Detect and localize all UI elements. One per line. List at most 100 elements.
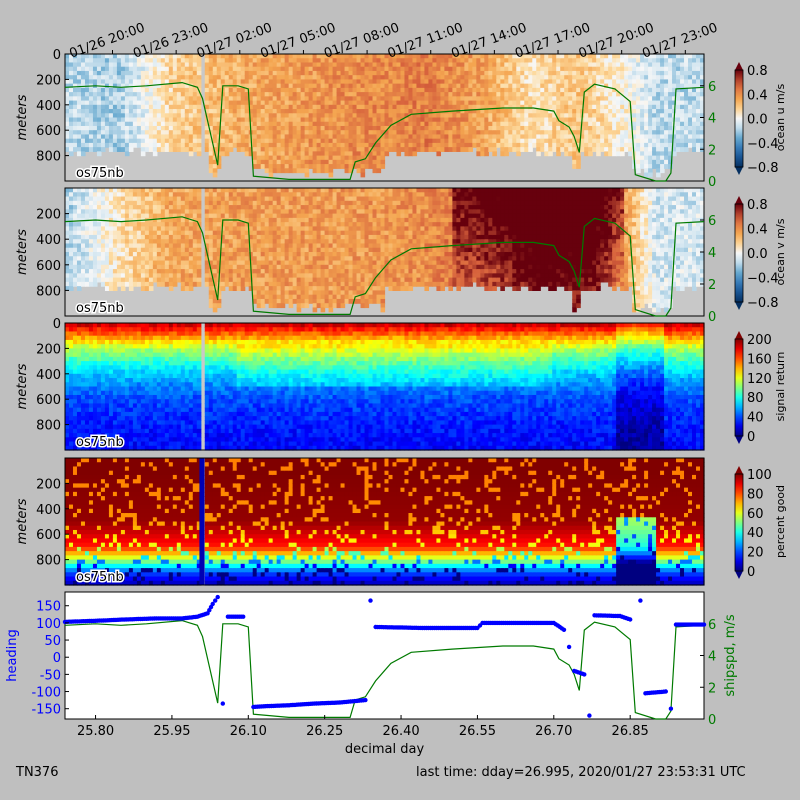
heat-cell	[592, 130, 597, 135]
heat-cell	[105, 130, 110, 135]
heat-cell	[612, 79, 617, 84]
heat-cell	[253, 143, 258, 148]
heat-cell	[365, 96, 370, 101]
heat-cell	[265, 101, 270, 106]
heat-cell	[69, 92, 74, 97]
heat-cell	[680, 96, 685, 101]
heat-cell	[109, 139, 114, 144]
heat-cell	[65, 71, 70, 76]
heat-cell	[317, 84, 322, 89]
heat-cell	[640, 96, 645, 101]
heat-cell	[185, 201, 190, 206]
heat-cell	[209, 303, 214, 308]
heat-cell	[101, 209, 106, 214]
heat-cell	[568, 71, 573, 76]
heat-cell	[241, 143, 246, 148]
heat-cell	[93, 143, 98, 148]
heat-cell	[141, 75, 146, 80]
heat-cell	[97, 96, 102, 101]
heat-cell	[504, 101, 509, 106]
heat-cell	[688, 130, 693, 135]
heat-cell	[73, 265, 78, 270]
heat-cell	[69, 130, 74, 135]
heat-cell	[209, 79, 214, 84]
heat-cell	[512, 139, 517, 144]
heat-cell	[564, 143, 569, 148]
heat-cell	[205, 192, 210, 197]
heat-cell	[652, 139, 657, 144]
heat-cell	[141, 147, 146, 152]
heat-cell	[684, 58, 689, 63]
heat-cell	[81, 101, 86, 106]
heat-cell	[404, 147, 409, 152]
heat-cell	[169, 67, 174, 72]
heat-cell	[109, 147, 114, 152]
heat-cell	[520, 113, 525, 118]
heat-cell	[281, 67, 286, 72]
heat-cell	[484, 92, 489, 97]
heat-cell	[317, 71, 322, 76]
heat-cell	[640, 164, 645, 169]
heat-cell	[313, 130, 318, 135]
heat-cell	[648, 168, 653, 173]
heat-cell	[568, 147, 573, 152]
heat-cell	[680, 105, 685, 110]
heat-cell	[444, 130, 449, 135]
heat-cell	[137, 197, 142, 202]
heat-cell	[109, 209, 114, 214]
heat-cell	[540, 96, 545, 101]
heat-cell	[121, 96, 126, 101]
heat-cell	[157, 58, 162, 63]
heat-cell	[177, 71, 182, 76]
heat-cell	[480, 130, 485, 135]
heat-cell	[149, 201, 154, 206]
heat-cell	[181, 139, 186, 144]
heat-cell	[289, 58, 294, 63]
heat-cell	[89, 205, 94, 210]
heat-cell	[369, 101, 374, 106]
heat-cell	[149, 286, 154, 291]
heat-cell	[496, 62, 501, 67]
heat-cell	[169, 54, 174, 59]
heat-cell	[604, 92, 609, 97]
heat-cell	[245, 209, 250, 214]
heat-cell	[165, 101, 170, 106]
heat-cell	[365, 113, 370, 118]
heat-cell	[357, 122, 362, 127]
heat-cell	[285, 84, 290, 89]
heat-cell	[125, 75, 130, 80]
heat-cell	[177, 273, 182, 278]
heat-cell	[596, 139, 601, 144]
heat-cell	[205, 278, 210, 283]
heat-cell	[125, 239, 130, 244]
heat-cell	[157, 278, 162, 283]
heat-cell	[408, 126, 413, 131]
heat-cell	[572, 113, 577, 118]
heat-cell	[225, 197, 230, 202]
heat-cell	[117, 109, 122, 114]
heat-cell	[157, 126, 162, 131]
heat-cell	[225, 75, 230, 80]
heat-cell	[89, 130, 94, 135]
heat-cell	[217, 265, 222, 270]
heat-cell	[656, 79, 661, 84]
heat-cell	[420, 126, 425, 131]
heat-cell	[241, 139, 246, 144]
heat-cell	[468, 118, 473, 123]
heat-cell	[660, 134, 665, 139]
heat-cell	[664, 130, 669, 135]
heat-cell	[97, 273, 102, 278]
heat-cell	[297, 96, 302, 101]
heat-cell	[109, 226, 114, 231]
heat-cell	[225, 109, 230, 114]
heat-cell	[373, 160, 378, 165]
heat-cell	[213, 188, 218, 193]
heat-cell	[105, 54, 110, 59]
heat-cell	[329, 101, 334, 106]
heat-cell	[480, 88, 485, 93]
heat-cell	[484, 126, 489, 131]
heat-cell	[165, 134, 170, 139]
heat-cell	[644, 62, 649, 67]
heat-cell	[576, 151, 581, 156]
heat-cell	[468, 105, 473, 110]
